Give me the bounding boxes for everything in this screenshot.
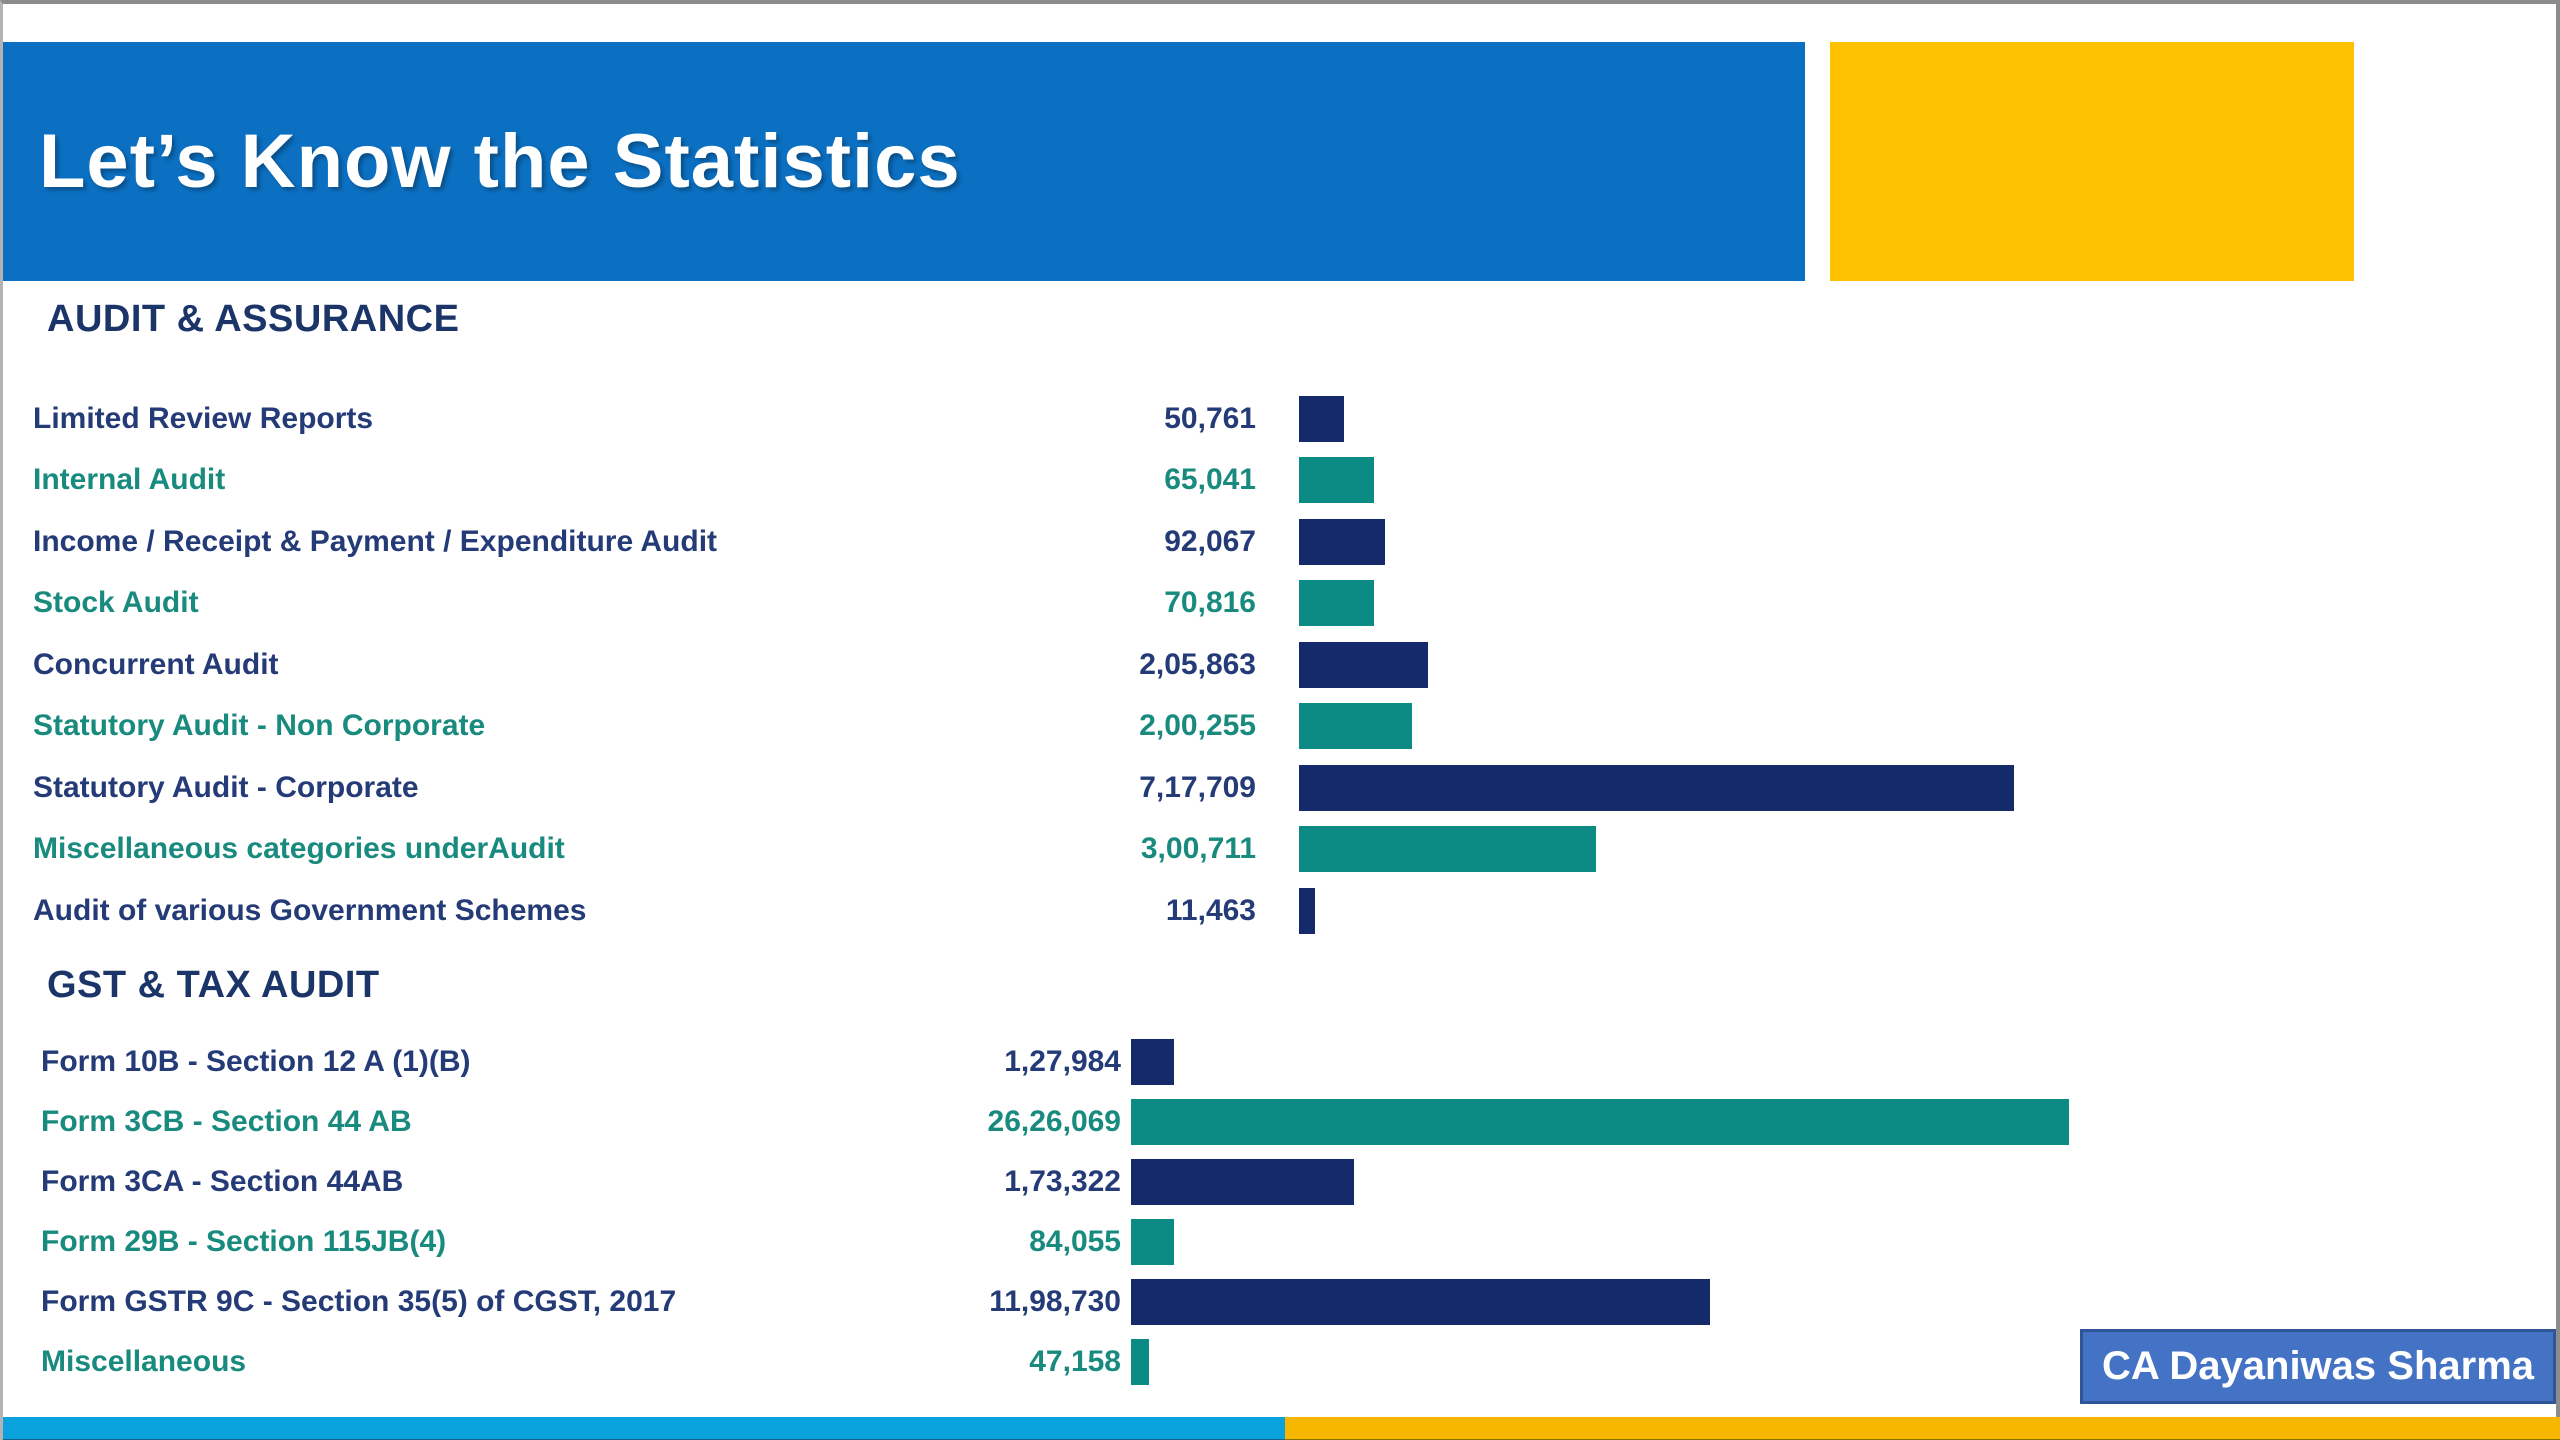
row-bar — [1131, 1159, 1354, 1205]
row-label: Form 29B - Section 115JB(4) — [41, 1225, 447, 1258]
chart-row: Miscellaneous categories underAudit 3,00,… — [3, 819, 2560, 881]
chart-row: Form 3CB - Section 44 AB 26,26,069 — [3, 1092, 2560, 1152]
row-bar — [1131, 1279, 1710, 1325]
audit-bar-chart: Limited Review Reports 50,761 Internal Aud… — [3, 388, 2560, 942]
chart-row: Form 29B - Section 115JB(4) 84,055 — [3, 1212, 2560, 1272]
row-value: 2,05,863 — [1139, 647, 1256, 681]
row-label: Stock Audit — [33, 586, 199, 620]
author-badge: CA Dayaniwas Sharma — [2080, 1329, 2556, 1404]
section-heading-audit: AUDIT & ASSURANCE — [47, 298, 460, 340]
chart-row: Statutory Audit - Corporate 7,17,709 — [3, 757, 2560, 819]
row-value: 26,26,069 — [987, 1105, 1121, 1138]
row-value: 84,055 — [1029, 1225, 1121, 1258]
row-value: 47,158 — [1029, 1345, 1121, 1378]
chart-row: Income / Receipt & Payment / Expenditure… — [3, 511, 2560, 573]
row-bar — [1299, 887, 1315, 934]
chart-row: Internal Audit 65,041 — [3, 450, 2560, 512]
row-label: Limited Review Reports — [33, 401, 374, 435]
row-label: Miscellaneous categories underAudit — [33, 832, 565, 866]
row-value: 1,27,984 — [1004, 1045, 1121, 1078]
chart-row: Miscellaneous 47,158 — [3, 1332, 2560, 1392]
chart-row: Audit of various Government Schemes 11,46… — [3, 880, 2560, 942]
row-value: 11,98,730 — [989, 1285, 1121, 1318]
row-label: Miscellaneous — [41, 1345, 247, 1378]
chart-row: Concurrent Audit 2,05,863 — [3, 634, 2560, 696]
row-value: 3,00,711 — [1140, 832, 1256, 866]
row-bar — [1299, 826, 1596, 873]
footer-stripe-yellow — [1285, 1417, 2560, 1440]
row-bar — [1299, 703, 1412, 750]
row-value: 92,067 — [1164, 524, 1256, 558]
row-label: Audit of various Government Schemes — [33, 893, 587, 927]
row-label: Internal Audit — [33, 463, 226, 497]
row-label: Concurrent Audit — [33, 647, 279, 681]
row-label: Form GSTR 9C - Section 35(5) of CGST, 20… — [41, 1285, 677, 1318]
footer-stripe-cyan — [3, 1417, 1285, 1440]
row-label: Form 10B - Section 12 A (1)(B) — [41, 1045, 471, 1078]
title-banner: Let’s Know the Statistics — [3, 42, 1805, 281]
slide-title: Let’s Know the Statistics — [39, 119, 961, 204]
row-label: Statutory Audit - Non Corporate — [33, 709, 486, 743]
row-bar — [1299, 580, 1374, 627]
chart-row: Form 10B - Section 12 A (1)(B) 1,27,984 — [3, 1032, 2560, 1092]
row-bar — [1299, 457, 1374, 504]
row-value: 70,816 — [1164, 586, 1256, 620]
row-value: 1,73,322 — [1004, 1165, 1121, 1198]
row-bar — [1299, 518, 1385, 565]
row-bar — [1131, 1039, 1174, 1085]
gst-bar-chart: Form 10B - Section 12 A (1)(B) 1,27,984 Fo… — [3, 1032, 2560, 1392]
chart-row: Stock Audit 70,816 — [3, 573, 2560, 635]
row-value: 11,463 — [1165, 893, 1256, 927]
row-bar — [1131, 1339, 1149, 1385]
section-heading-gst: GST & TAX AUDIT — [47, 964, 380, 1006]
row-value: 65,041 — [1164, 463, 1256, 497]
row-bar — [1299, 395, 1344, 442]
row-value: 7,17,709 — [1139, 770, 1256, 804]
row-bar — [1131, 1219, 1174, 1265]
row-label: Statutory Audit - Corporate — [33, 770, 419, 804]
chart-row: Form 3CA - Section 44AB 1,73,322 — [3, 1152, 2560, 1212]
row-label: Form 3CB - Section 44 AB — [41, 1105, 412, 1138]
row-label: Form 3CA - Section 44AB — [41, 1165, 404, 1198]
author-badge-label: CA Dayaniwas Sharma — [2101, 1344, 2535, 1388]
chart-row: Statutory Audit - Non Corporate 2,00,255 — [3, 696, 2560, 758]
row-bar — [1131, 1099, 2069, 1145]
row-value: 2,00,255 — [1139, 709, 1256, 743]
chart-row: Limited Review Reports 50,761 — [3, 388, 2560, 450]
row-bar — [1299, 641, 1428, 688]
row-label: Income / Receipt & Payment / Expenditure… — [33, 524, 718, 558]
row-value: 50,761 — [1164, 401, 1256, 435]
accent-block — [1830, 42, 2354, 281]
chart-row: Form GSTR 9C - Section 35(5) of CGST, 20… — [3, 1272, 2560, 1332]
row-bar — [1299, 764, 2014, 811]
